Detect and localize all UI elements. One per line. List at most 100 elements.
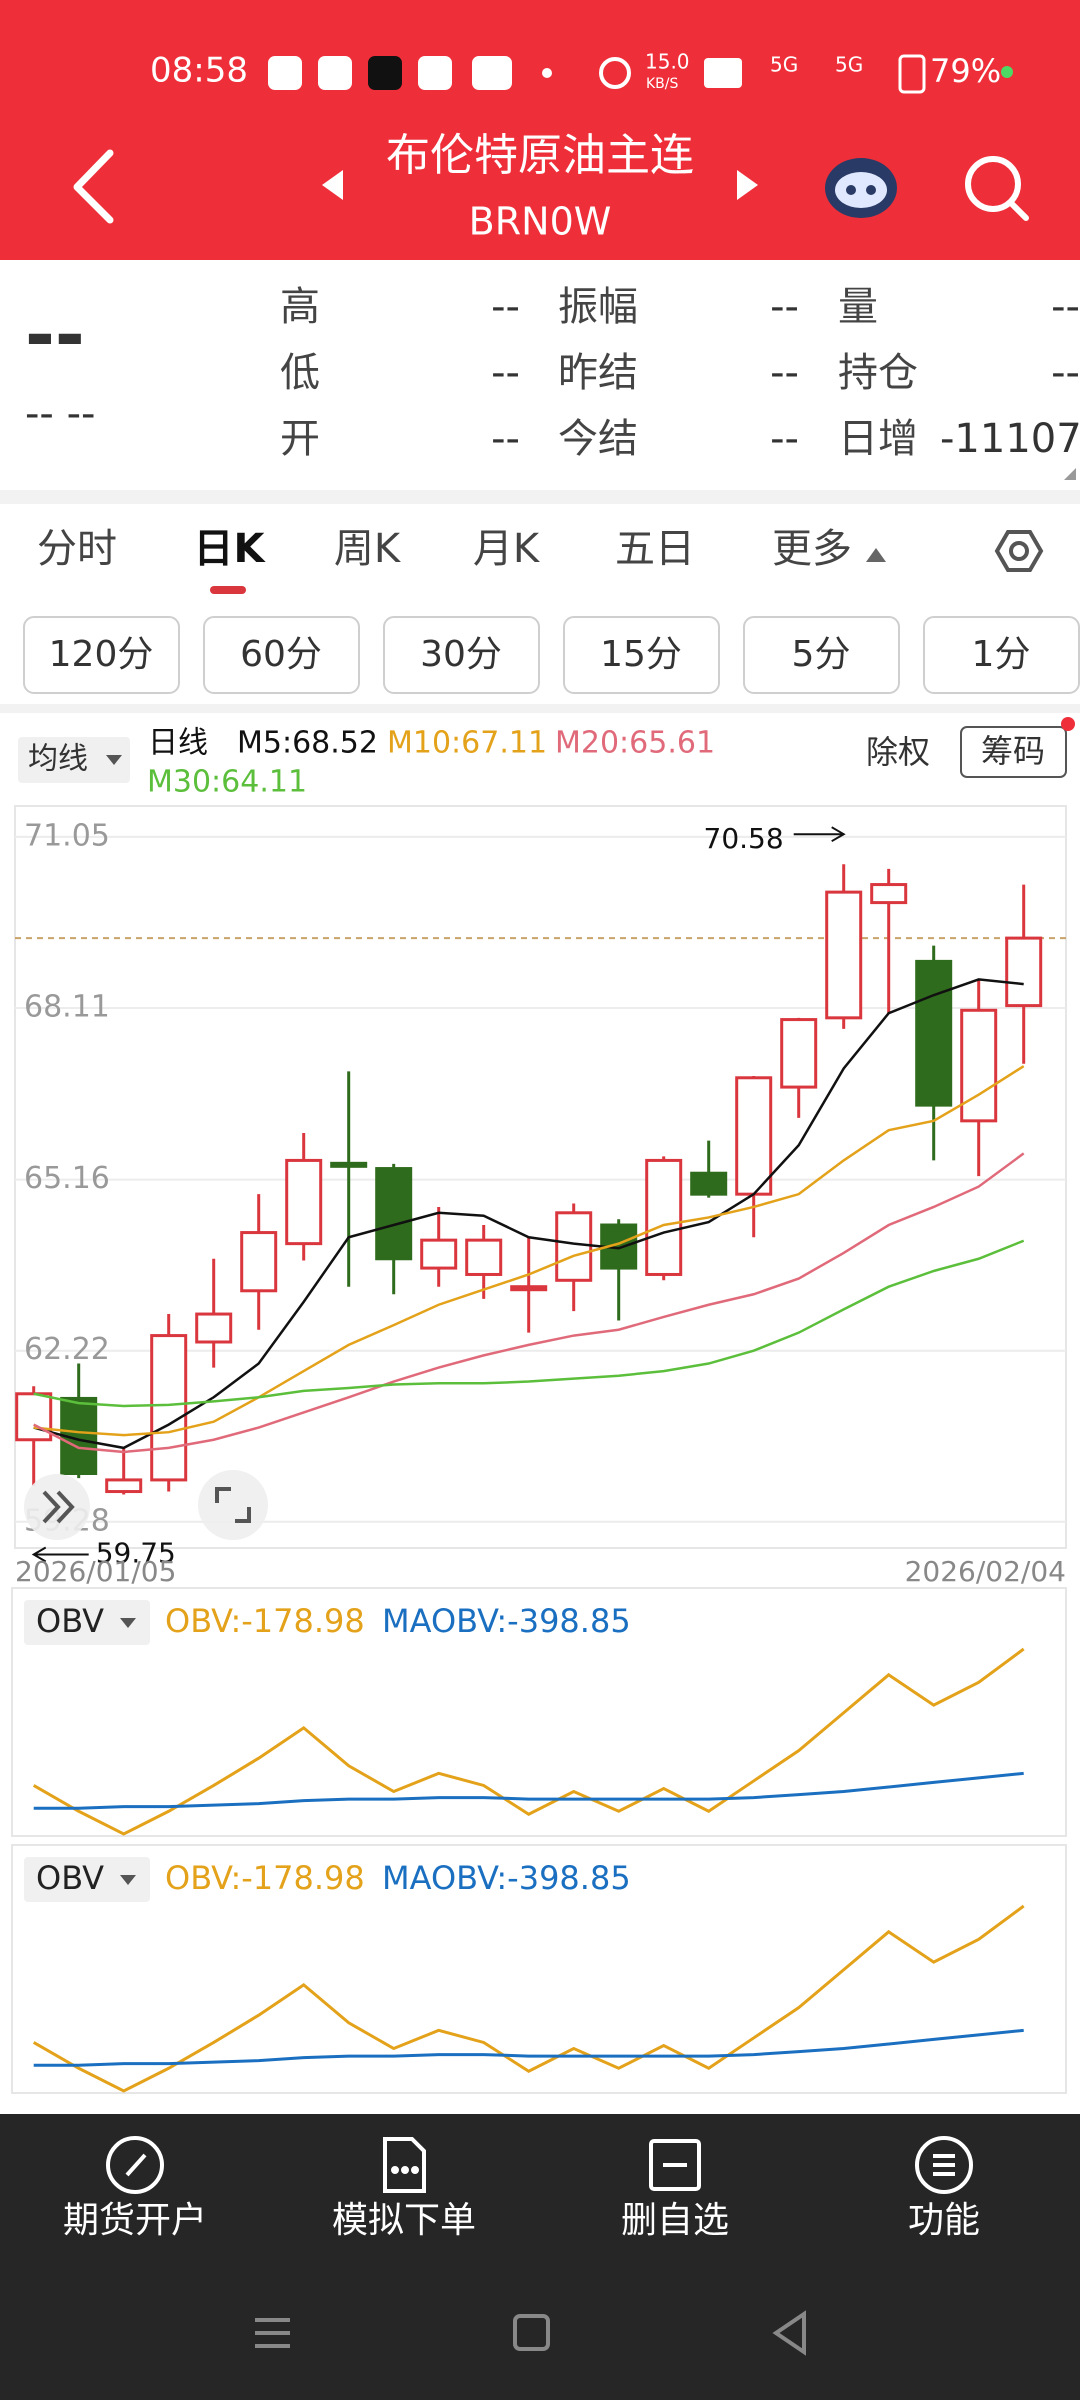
candle-body xyxy=(645,1158,683,1276)
adjust-button[interactable]: 除权 xyxy=(866,733,930,771)
status-speed: 15.0 xyxy=(645,50,690,74)
header-bg xyxy=(0,0,1080,260)
indicator-line xyxy=(33,2028,1024,2067)
ma-button-arrow xyxy=(106,755,122,765)
tab[interactable]: 五日 xyxy=(615,526,695,572)
quote-label: 开 xyxy=(280,416,320,462)
quote-label: 量 xyxy=(838,284,878,330)
ma-line xyxy=(33,1239,1025,1408)
quote-label: 日增 xyxy=(838,416,918,462)
candle-body xyxy=(780,1018,818,1089)
tab[interactable]: 月K xyxy=(473,526,541,572)
quote-value: -- xyxy=(491,416,520,462)
quote-value: -- xyxy=(770,350,799,396)
ma-legend: M5:68.52 xyxy=(237,726,378,761)
status-battery: 79% xyxy=(930,52,1001,90)
indicator-legend: MAOBV:-398.85 xyxy=(382,1602,631,1640)
y-tick-label: 71.05 xyxy=(24,818,110,853)
quote-value: -- xyxy=(1051,350,1080,396)
interval-buttons: 120分 60分 30分 15分 5分 1分 xyxy=(23,616,1080,694)
candle-body xyxy=(420,1238,458,1270)
ma-line xyxy=(33,1152,1025,1454)
tab[interactable]: 周K xyxy=(334,526,402,572)
ma-button-label: 均线 xyxy=(28,742,88,777)
indicator-legend: MAOBV:-398.85 xyxy=(382,1859,631,1897)
candle-body xyxy=(195,1312,233,1344)
ma-button[interactable] xyxy=(18,737,130,783)
candle-body xyxy=(240,1231,278,1293)
interval-button[interactable] xyxy=(743,616,900,694)
quote-value: -- xyxy=(491,284,520,330)
y-tick-label: 68.11 xyxy=(24,989,110,1024)
interval-label: 120分 xyxy=(49,634,154,675)
bottom-nav: 期货开户 模拟下单 删自选 功能 xyxy=(63,2200,980,2241)
settings-button[interactable] xyxy=(994,530,1044,572)
status-network: 5G xyxy=(770,53,798,77)
candle-body xyxy=(465,1238,503,1276)
interval-button[interactable] xyxy=(383,616,540,694)
candle-body xyxy=(105,1478,143,1494)
tab[interactable]: 分时 xyxy=(37,526,117,572)
quote-change: -- -- xyxy=(25,391,95,437)
assistant-button[interactable] xyxy=(825,158,897,218)
header-title: 布伦特原油主连 xyxy=(386,130,694,181)
interval-button[interactable] xyxy=(563,616,720,694)
candle-body xyxy=(15,1392,53,1442)
search-button[interactable] xyxy=(965,156,1029,221)
candle-body xyxy=(375,1167,413,1261)
y-tick-label: 65.16 xyxy=(24,1161,110,1196)
chips-button[interactable] xyxy=(960,726,1067,778)
expand-corner xyxy=(1064,468,1076,480)
status-speed-unit: KB/S xyxy=(646,76,679,92)
indicator-legend: OBV:-178.98 xyxy=(165,1602,365,1640)
ma-legend: M20:65.61 xyxy=(555,726,715,761)
nav-item[interactable]: 功能 xyxy=(908,2200,980,2241)
indicator-selector[interactable] xyxy=(24,1857,150,1902)
quote-value: -- xyxy=(770,284,799,330)
chart-frame xyxy=(14,805,1067,1549)
back-button[interactable] xyxy=(73,149,114,224)
chips-button-label: 筹码 xyxy=(981,732,1045,770)
tabs: 分时 日K 周K 月K 五日 更多 xyxy=(37,526,852,572)
fullscreen-button[interactable] xyxy=(198,1470,268,1540)
ma-legend: M30:64.11 xyxy=(147,765,307,800)
interval-button[interactable] xyxy=(203,616,360,694)
badge-dot xyxy=(1061,717,1075,731)
indicator-selector-arrow xyxy=(120,1618,136,1628)
x-tick-label: 2026/01/05 xyxy=(15,1555,176,1588)
indicator-selector[interactable] xyxy=(24,1600,150,1645)
nav-icons xyxy=(106,2136,973,2194)
period-label: 日线 xyxy=(148,726,208,761)
quote-value: -- xyxy=(1051,284,1080,330)
candle-body xyxy=(915,959,953,1107)
tab[interactable]: 日K xyxy=(194,526,267,572)
quote-label: 低 xyxy=(280,350,320,396)
next-contract[interactable] xyxy=(737,170,758,200)
quote-label: 高 xyxy=(280,284,320,330)
more-arrow xyxy=(866,548,886,562)
price-chart: 71.0568.1165.1662.2259.2870.5859.752026/… xyxy=(15,818,1066,1588)
interval-label: 60分 xyxy=(240,634,322,675)
interval-label: 5分 xyxy=(792,634,851,675)
nav-item[interactable]: 删自选 xyxy=(621,2200,729,2241)
candle-body xyxy=(960,1008,998,1123)
tab-indicator xyxy=(210,586,246,594)
candle-body xyxy=(510,1285,548,1292)
low-arrow-head xyxy=(31,1546,47,1563)
prev-contract[interactable] xyxy=(322,170,343,200)
nav-item[interactable]: 期货开户 xyxy=(63,2200,207,2241)
status-network-2: 5G xyxy=(835,53,863,77)
indicator-legend: OBV:-178.98 xyxy=(165,1859,365,1897)
nav-item[interactable]: 模拟下单 xyxy=(332,2200,476,2241)
tab[interactable]: 更多 xyxy=(772,526,852,572)
system-nav xyxy=(255,2310,806,2356)
high-label: 70.58 xyxy=(704,822,784,855)
candle-body xyxy=(285,1158,323,1246)
separator xyxy=(0,490,1080,504)
indicator-selector-label: OBV xyxy=(36,1602,104,1640)
interval-button[interactable] xyxy=(23,616,180,694)
interval-button[interactable] xyxy=(923,616,1080,694)
status-time: 08:58 xyxy=(150,51,248,91)
